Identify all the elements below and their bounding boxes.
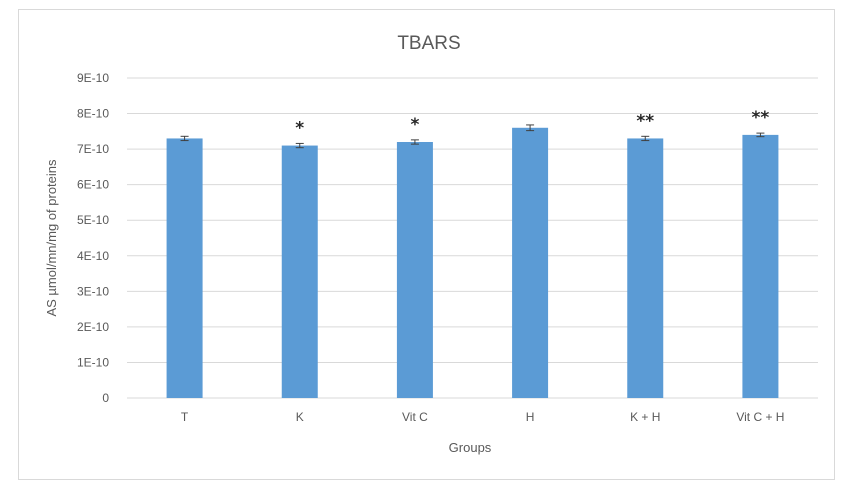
y-tick-label: 9E-10 [77,71,109,85]
x-axis-title: Groups [449,440,492,455]
error-bar [526,124,535,132]
y-tick-label: 3E-10 [77,284,109,298]
x-tick-label: H [526,410,535,424]
y-axis-title: AS µmol/mn/mg of proteins [44,159,59,317]
y-tick-label: 4E-10 [77,249,109,263]
bar-k-h [627,138,664,398]
error-bar [295,142,304,149]
gridlines [127,77,818,399]
bar-k [281,145,318,398]
bar-t [166,138,203,398]
x-tick-label: T [181,410,189,424]
y-tick-label: 2E-10 [77,320,109,334]
x-tick-label: Vit C + H [736,410,784,424]
y-tick-label: 5E-10 [77,213,109,227]
bar-h [512,127,549,399]
y-tick-label: 8E-10 [77,107,109,121]
significance-mark: ** [752,108,770,128]
error-bar [641,135,650,142]
x-axis-ticks: T K Vit C H K + H Vit C + H [181,410,785,424]
y-tick-label: 1E-10 [77,355,109,369]
bar-vit-c [396,142,433,398]
significance-mark: * [295,118,304,138]
significance-mark: ** [636,111,654,131]
x-tick-label: K [296,410,304,424]
y-axis-ticks: 0 1E-10 2E-10 3E-10 4E-10 5E-10 6E-10 7E-10 8E-1… [77,71,109,405]
error-bars [180,124,765,149]
error-bar [756,132,765,138]
error-bar [180,135,189,142]
chart-title: TBARS [397,33,460,54]
y-tick-label: 6E-10 [77,178,109,192]
x-tick-label: Vit C [402,410,428,424]
bar-vit-c-h [742,134,779,398]
x-tick-label: K + H [630,410,660,424]
bars [166,127,779,399]
error-bar [410,139,419,145]
y-tick-label: 7E-10 [77,142,109,156]
y-tick-label: 0 [102,391,109,405]
significance-annotations: * * ** ** [295,108,769,138]
significance-mark: * [410,115,419,135]
